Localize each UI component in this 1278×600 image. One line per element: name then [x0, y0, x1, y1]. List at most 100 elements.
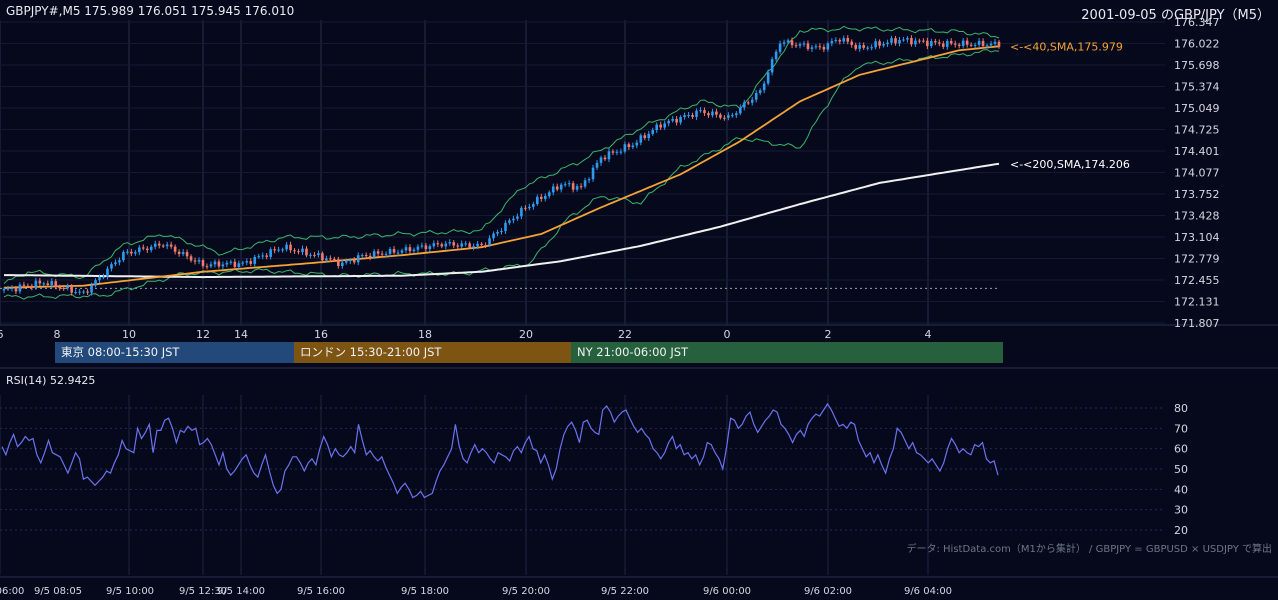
candle-body: [862, 45, 865, 48]
candle-body: [229, 261, 233, 263]
candle-body: [181, 252, 185, 255]
session-newyork: NY 21:00-06:00 JST: [571, 342, 1003, 363]
candle-body: [325, 258, 328, 261]
candle-body: [655, 124, 659, 131]
price-x-tick-label: 0: [724, 328, 731, 341]
candle-body: [532, 203, 535, 207]
candle-body: [619, 151, 623, 153]
rsi-y-tick-label: 30: [1174, 504, 1188, 517]
candle-body: [436, 243, 440, 245]
candle-body: [106, 268, 109, 277]
time-axis-label: 9/5 12:30: [179, 586, 227, 597]
candle-body: [122, 251, 125, 261]
candle-body: [241, 262, 245, 264]
candle-body: [225, 262, 229, 265]
candle-body: [444, 243, 448, 247]
price-y-tick-label: 173.428: [1174, 210, 1220, 223]
candle-body: [778, 43, 782, 52]
candle-body: [440, 244, 444, 247]
candle-body: [153, 243, 157, 247]
session-tokyo: 東京 08:00-15:30 JST: [55, 342, 294, 363]
rsi-y-tick-label: 80: [1174, 402, 1188, 415]
candle-body: [46, 283, 50, 286]
candle-body: [695, 110, 698, 117]
candle-body: [687, 114, 690, 116]
candle-body: [587, 179, 591, 181]
candle-body: [902, 39, 905, 41]
candle-body: [647, 133, 651, 139]
candle-body: [149, 246, 153, 251]
candle-body: [591, 167, 595, 180]
candle-body: [965, 40, 969, 45]
sma40-annotation: <-<40,SMA,175.979: [1010, 40, 1123, 53]
candle-body: [997, 41, 1001, 47]
time-axis-label: 9/5 22:00: [601, 586, 649, 597]
candle-body: [138, 247, 141, 253]
ohlc-readout: GBPJPY#,M5 175.989 176.051 175.945 176.0…: [6, 4, 295, 18]
candle-body: [583, 180, 587, 187]
price-y-tick-label: 176.347: [1174, 16, 1220, 29]
candle-body: [130, 251, 133, 254]
rsi-y-tick-label: 60: [1174, 443, 1188, 456]
candles: [2, 35, 1001, 296]
rsi-grid: 80 70 60 50 40 30 20: [0, 402, 1188, 537]
candle-body: [639, 135, 643, 143]
candle-body: [496, 231, 499, 234]
candle-body: [719, 114, 722, 118]
price-y-tick-label: 175.049: [1174, 102, 1220, 115]
candle-body: [233, 261, 237, 267]
candle-body: [289, 244, 292, 251]
candle-body: [790, 40, 794, 46]
candle-body: [890, 38, 893, 43]
candle-body: [731, 115, 734, 117]
candle-body: [870, 47, 873, 49]
candle-body: [989, 43, 993, 46]
candle-body: [930, 41, 933, 47]
candle-body: [372, 251, 376, 258]
candle-body: [739, 107, 742, 114]
candle-body: [392, 248, 396, 253]
candle-body: [679, 117, 682, 123]
candle-body: [846, 38, 850, 42]
candle-body: [762, 83, 766, 91]
candle-body: [265, 255, 268, 257]
candle-body: [480, 243, 483, 246]
candle-body: [297, 251, 300, 253]
candle-body: [281, 249, 284, 251]
candle-body: [177, 251, 181, 255]
candle-body: [185, 252, 189, 257]
candle-body: [667, 120, 670, 124]
candle-body: [464, 243, 467, 245]
candle-body: [253, 257, 257, 264]
candle-body: [78, 291, 81, 293]
candle-body: [18, 284, 22, 292]
candle-body: [142, 247, 145, 249]
sma40-line: [3, 45, 1000, 289]
candle-body: [575, 186, 579, 190]
candle-body: [957, 44, 961, 46]
candle-body: [528, 206, 531, 209]
candle-body: [878, 41, 881, 46]
candle-body: [886, 42, 889, 45]
price-y-tick-label: 174.077: [1174, 167, 1220, 180]
candle-body: [766, 72, 770, 84]
candle-body: [313, 254, 316, 256]
candle-body: [6, 288, 10, 290]
session-london: ロンドン 15:30-21:00 JST: [294, 342, 571, 363]
candle-body: [850, 41, 854, 45]
candle-body: [38, 280, 42, 284]
candle-body: [261, 255, 264, 257]
candle-body: [504, 222, 507, 232]
candle-body: [651, 130, 655, 134]
candle-body: [10, 287, 14, 289]
candle-body: [910, 38, 913, 45]
candle-body: [98, 276, 101, 281]
candle-body: [826, 43, 830, 50]
candle-body: [536, 196, 539, 204]
price-y-tick-label: 174.725: [1174, 124, 1220, 137]
sma200-annotation: <-<200,SMA,174.206: [1010, 158, 1130, 171]
candle-body: [189, 256, 193, 261]
candle-body: [918, 40, 921, 42]
candle-body: [981, 40, 985, 46]
